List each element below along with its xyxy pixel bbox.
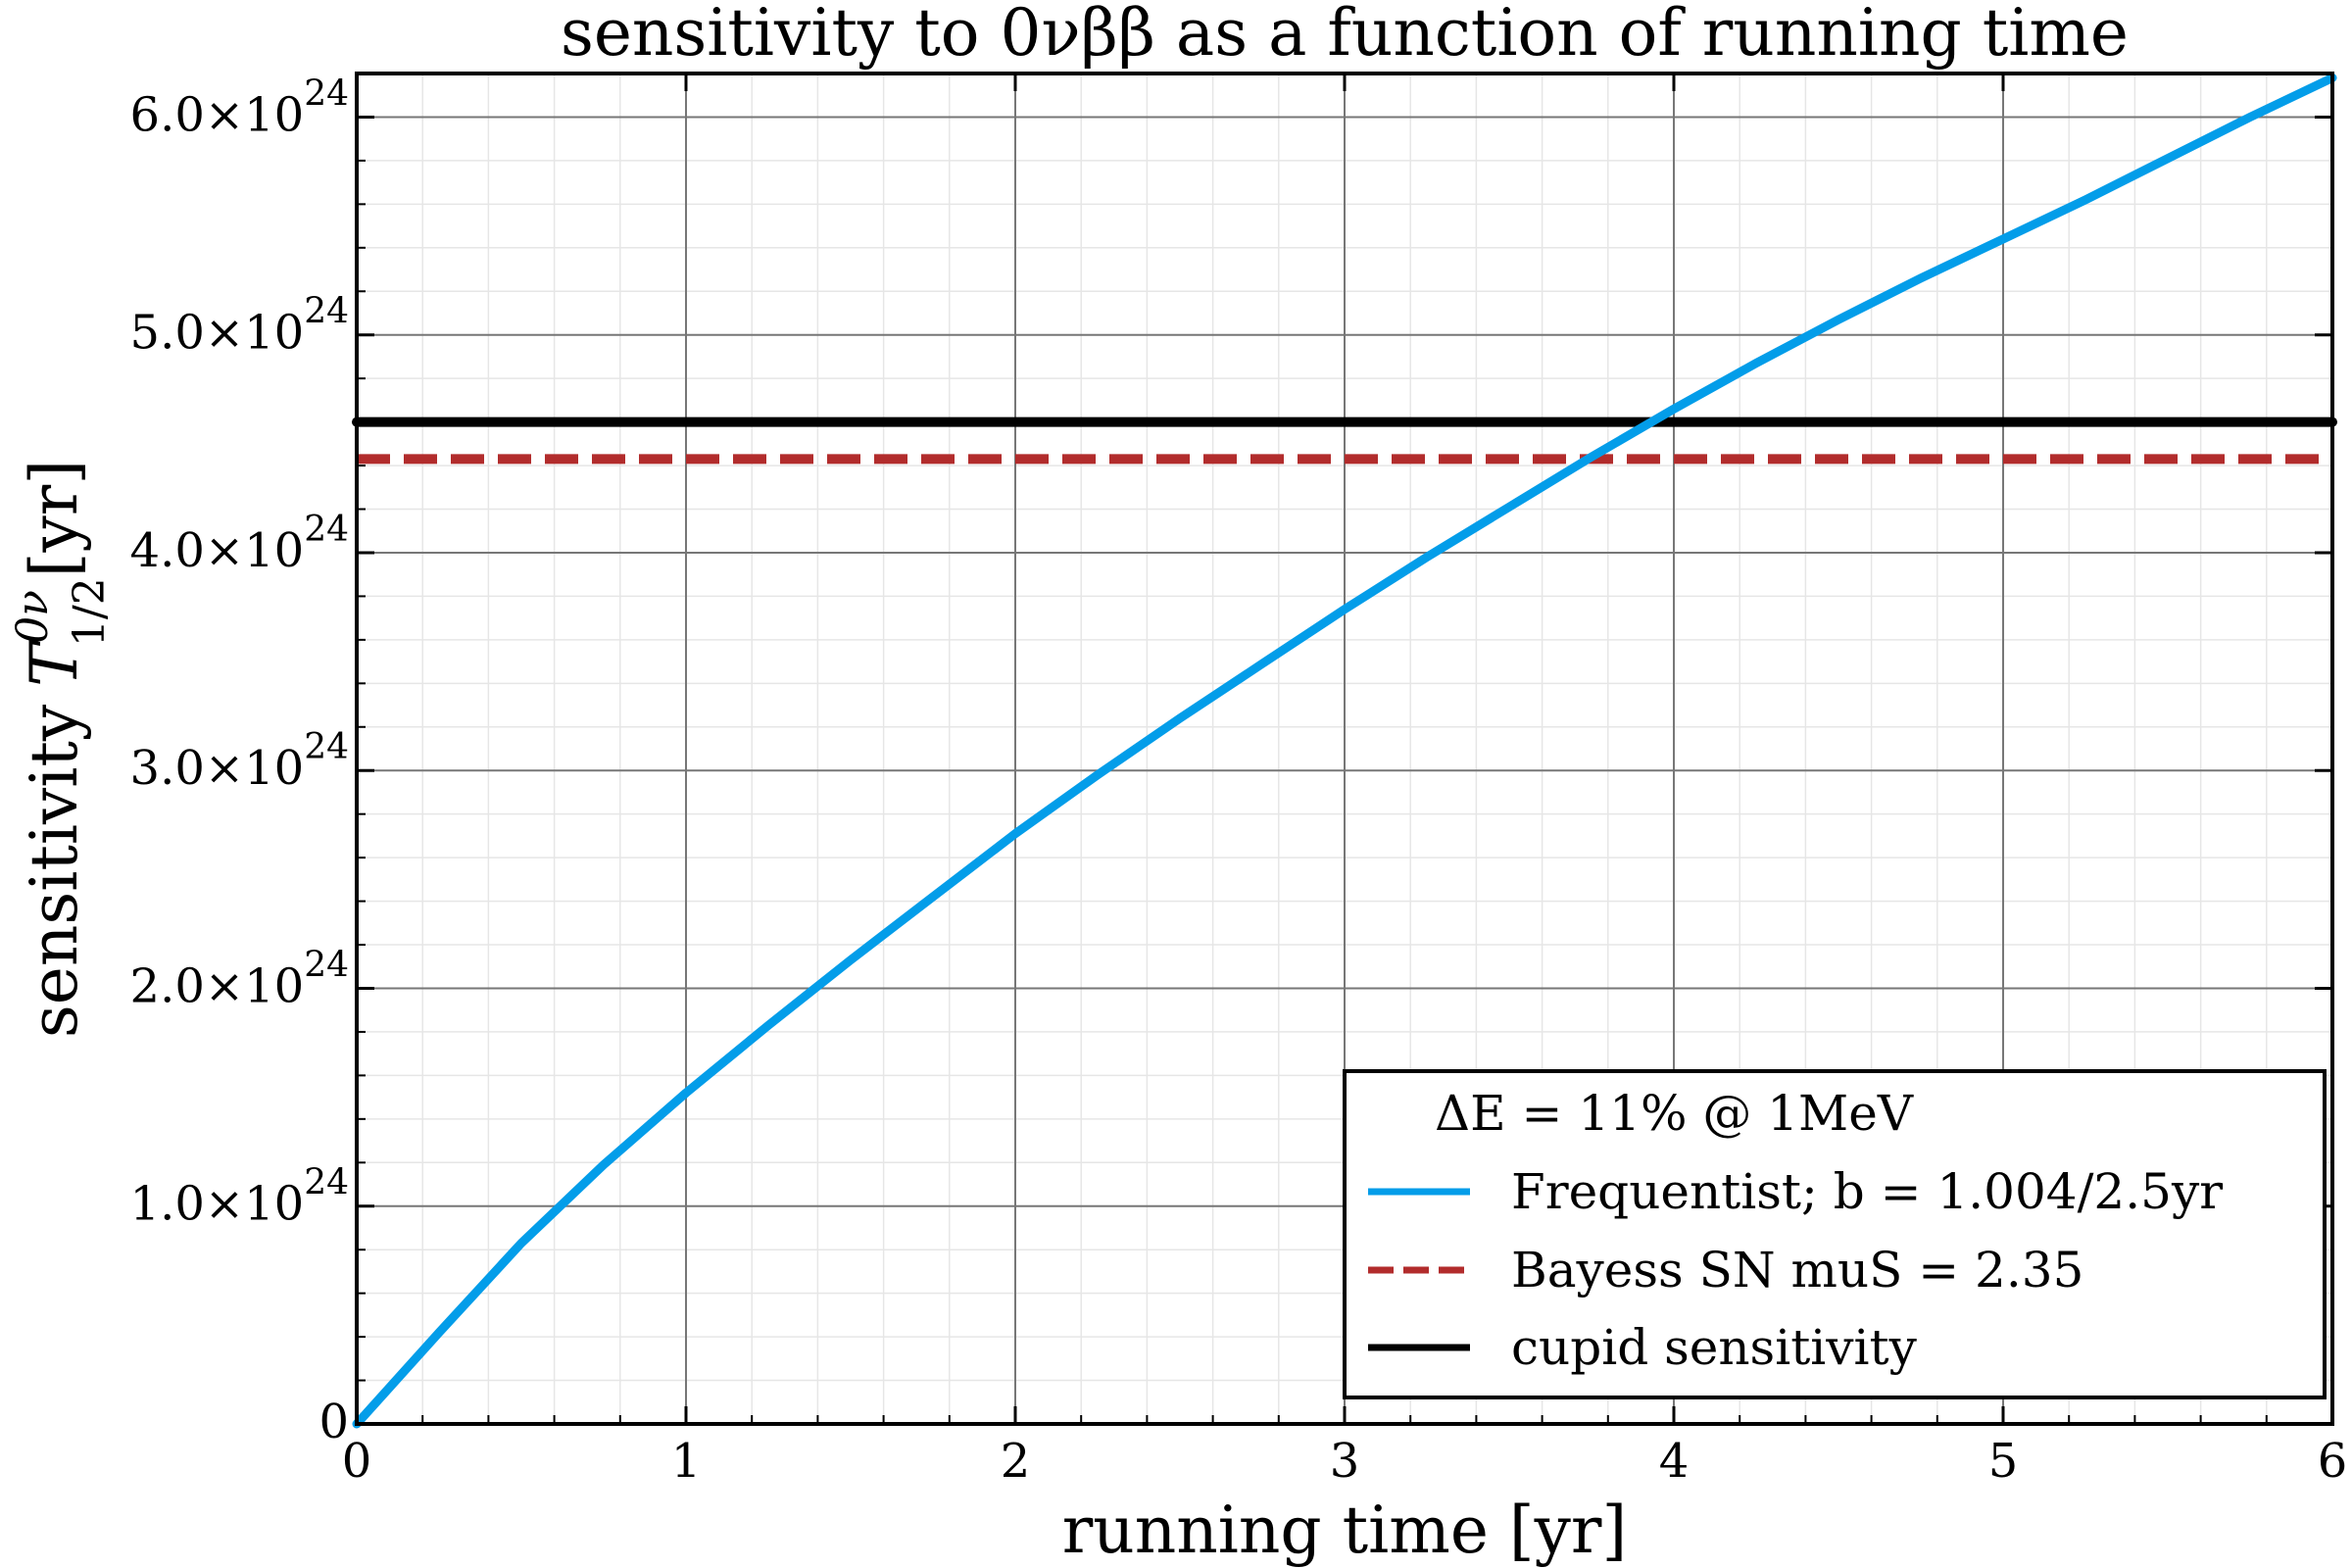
legend-title: ΔE = 11% @ 1MeV — [1435, 1085, 1914, 1142]
y-tick-label: 2.0×1024 — [130, 945, 349, 1013]
legend-label-cupid: cupid sensitivity — [1511, 1319, 1918, 1376]
legend: ΔE = 11% @ 1MeV Frequentist; b = 1.004/2… — [1343, 1069, 2327, 1399]
y-tick-label: 3.0×1024 — [130, 727, 349, 796]
y-axis-title-symbol: T — [17, 639, 92, 687]
y-tick-label: 4.0×1024 — [130, 510, 349, 578]
legend-label-frequentist: Frequentist; b = 1.004/2.5yr — [1511, 1163, 2223, 1220]
tick-marks — [355, 73, 2334, 1426]
plot-series — [352, 73, 2337, 1429]
y-tick-label: 5.0×1024 — [130, 292, 349, 361]
y-axis-title-subscript: 1/2 — [65, 577, 115, 647]
legend-label-bayess: Bayess SN muS = 2.35 — [1511, 1242, 2083, 1298]
series-line-0 — [352, 73, 2337, 1429]
y-axis-title-suffix: [yr] — [17, 460, 92, 577]
y-tick-label: 6.0×1024 — [130, 74, 349, 142]
x-tick-label: 5 — [1988, 1434, 2019, 1489]
x-tick-label: 0 — [342, 1434, 372, 1489]
x-tick-label: 4 — [1659, 1434, 1690, 1489]
legend-box — [1343, 1069, 2327, 1399]
x-tick-labels: 0 1 2 3 4 5 6 — [342, 1434, 2348, 1489]
x-tick-label: 6 — [2318, 1434, 2348, 1489]
x-tick-label: 2 — [1001, 1434, 1031, 1489]
y-axis-title-prefix: sensitivity — [17, 704, 92, 1038]
y-tick-label: 1.0×1024 — [130, 1163, 349, 1232]
y-tick-labels: 0 1.0×1024 2.0×1024 3.0×1024 4.0×1024 5.0×102… — [130, 74, 349, 1449]
chart-title: sensitivity to 0νββ as a function of run… — [561, 0, 2129, 71]
x-axis-title: running time [yr] — [1062, 1493, 1628, 1568]
x-tick-label: 1 — [671, 1434, 702, 1489]
x-tick-label: 3 — [1330, 1434, 1360, 1489]
y-axis-title-superscript: 0ν — [8, 590, 58, 644]
y-tick-label: 0 — [318, 1395, 349, 1449]
y-axis-title: sensitivity T0ν 1/2[yr] — [8, 460, 115, 1038]
